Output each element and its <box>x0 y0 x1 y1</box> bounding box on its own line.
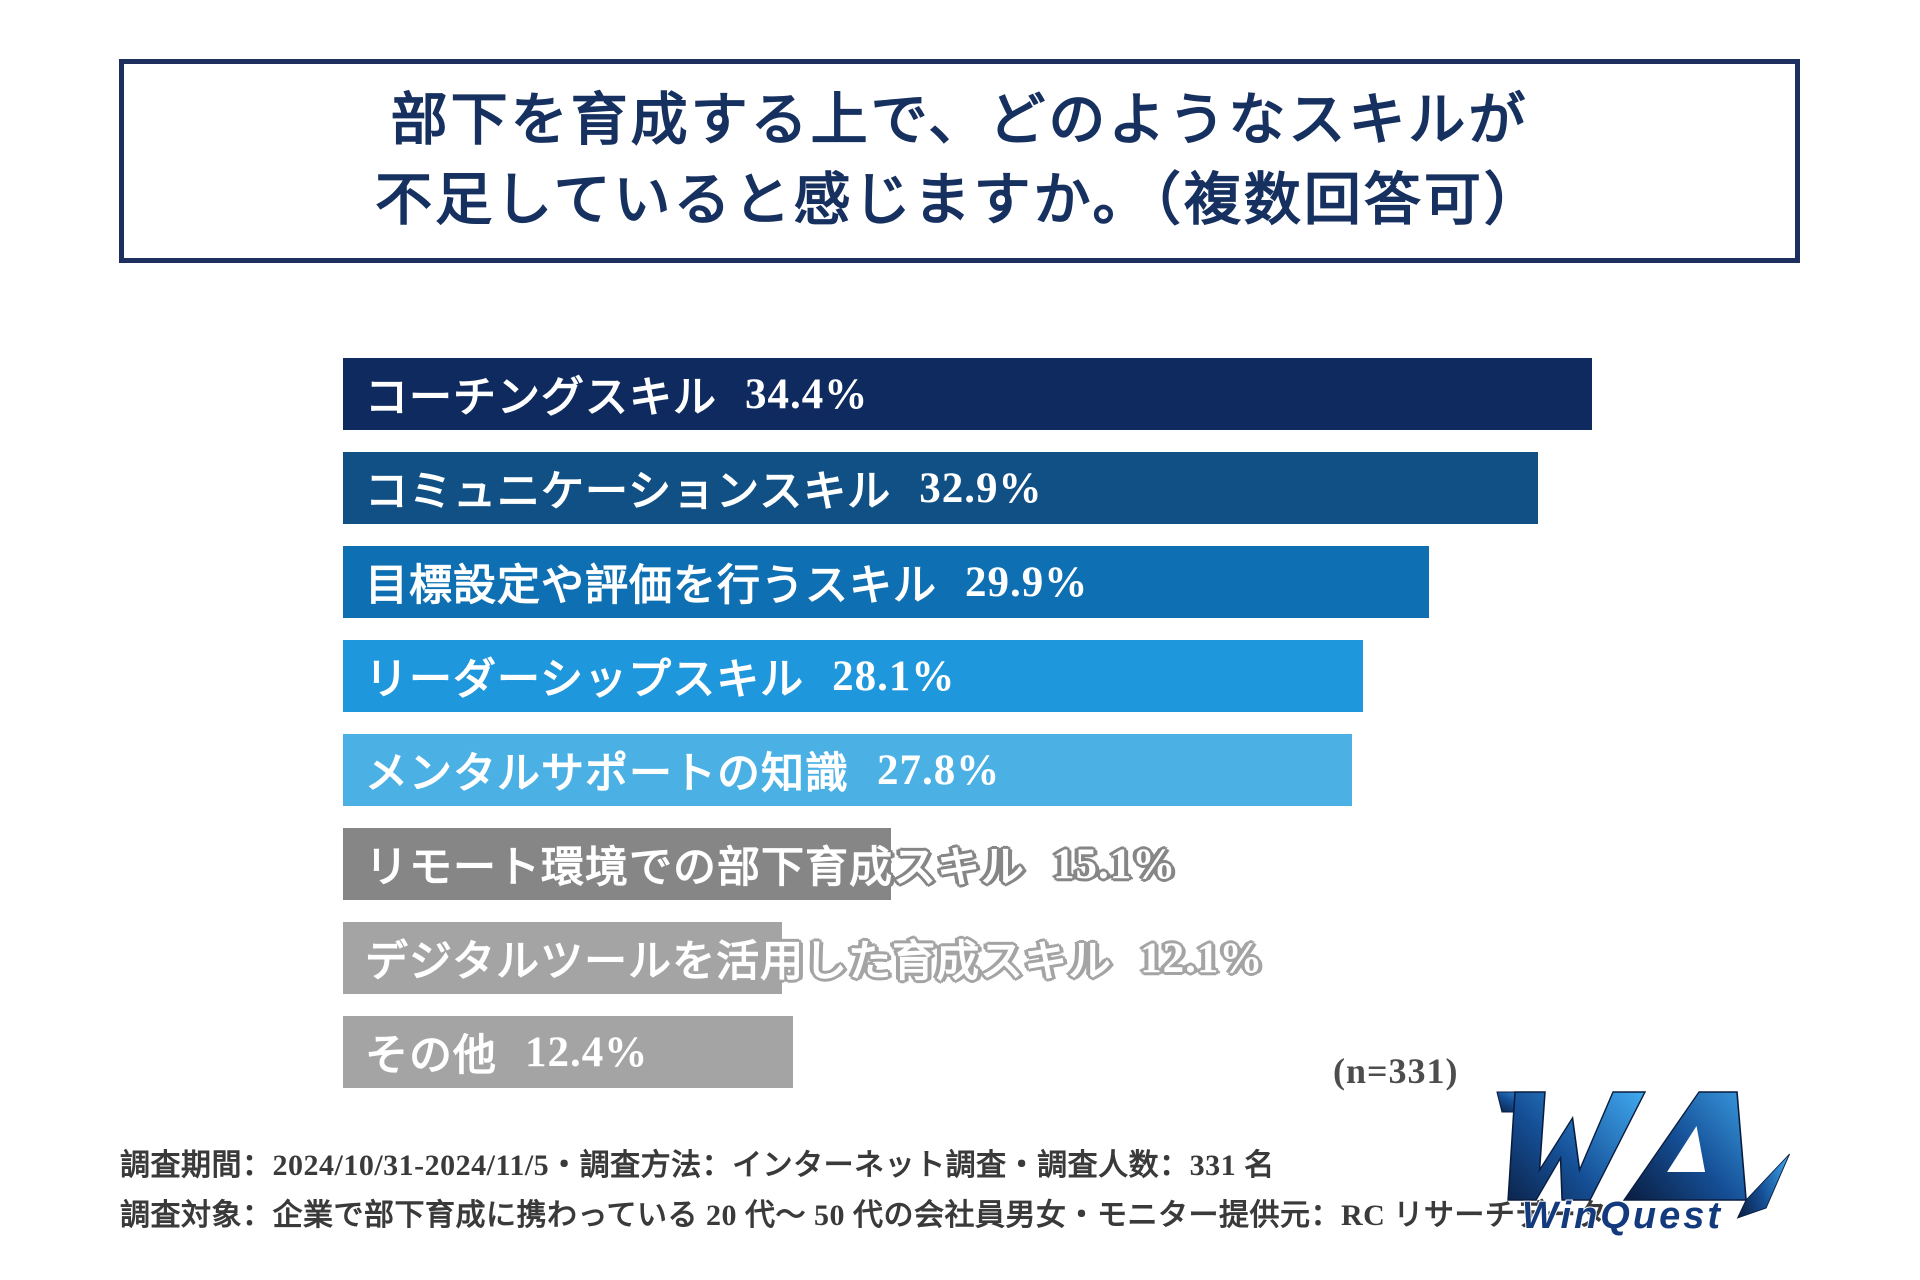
bar-fill <box>343 358 1592 430</box>
bar-category: 目標設定や評価を行うスキル <box>365 563 937 610</box>
bar-fill <box>343 640 1363 712</box>
bar-category: コミュニケーションスキル <box>365 469 892 516</box>
title-box: 部下を育成する上で、どのようなスキルが 不足していると感じますか。（複数回答可） <box>119 59 1800 263</box>
bar-category: その他 <box>365 1033 497 1080</box>
bar-fill <box>343 734 1352 806</box>
bar-label: 目標設定や評価を行うスキル 29.9% <box>365 546 1088 618</box>
bar-value: 12.1% <box>1140 934 1264 982</box>
bar-row: コーチングスキル 34.4% <box>343 358 1623 430</box>
bar-category: リモート環境での部下育成スキル <box>365 845 1025 892</box>
bar-row: デジタルツールを活用した育成スキル 12.1% <box>343 922 1623 994</box>
bar-label: コーチングスキル 34.4% <box>365 358 868 430</box>
winquest-w-mark <box>1496 1091 1791 1219</box>
bar-fill <box>343 452 1538 524</box>
survey-period-note: 調査期間：2024/10/31-2024/11/5・調査方法：インターネット調査… <box>120 1149 1275 1182</box>
bar-category: メンタルサポートの知識 <box>365 751 849 798</box>
bar-row: リーダーシップスキル 28.1% <box>343 640 1623 712</box>
bar-category: リーダーシップスキル <box>365 657 805 704</box>
bar-fill <box>343 922 782 994</box>
bar-value: 32.9% <box>919 464 1043 512</box>
title-line-2: 不足していると感じますか。（複数回答可） <box>375 169 1544 232</box>
bar-row: リモート環境での部下育成スキル 15.1% <box>343 828 1623 900</box>
bar-label: リーダーシップスキル 28.1% <box>365 640 955 712</box>
bar-value: 34.4% <box>745 370 869 418</box>
bar-label: コミュニケーションスキル 32.9% <box>365 452 1043 524</box>
bar-value: 15.1% <box>1053 840 1177 888</box>
bar-category: コーチングスキル <box>365 375 717 422</box>
bar-row: コミュニケーションスキル 32.9% <box>343 452 1623 524</box>
bar-label: その他 12.4% <box>365 1016 648 1088</box>
bar-row: その他 12.4% <box>343 1016 1623 1088</box>
bar-row: 目標設定や評価を行うスキル 29.9% <box>343 546 1623 618</box>
bar-fill <box>343 828 891 900</box>
bar-chart: コーチングスキル 34.4% コミュニケーションスキル 32.9% 目標設定や評価を行う… <box>343 358 1623 1088</box>
bar-label: メンタルサポートの知識 27.8% <box>365 734 1000 806</box>
title-line-1: 部下を育成する上で、どのようなスキルが <box>390 89 1529 153</box>
bar-fill <box>343 546 1429 618</box>
survey-target-note: 調査対象：企業で部下育成に携わっている 20 代〜 50 代の会社員男女・モニタ… <box>120 1199 1607 1232</box>
bar-label: デジタルツールを活用した育成スキル 12.1% <box>365 922 1263 994</box>
bar-value: 28.1% <box>832 652 956 700</box>
bar-fill <box>343 1016 793 1088</box>
bar-category: デジタルツールを活用した育成スキル <box>365 939 1113 986</box>
bar-value: 29.9% <box>965 558 1089 606</box>
sample-size-note: (n=331) <box>1333 1051 1459 1091</box>
bar-value: 12.4% <box>525 1028 649 1076</box>
winquest-logo-text: WinQuest <box>1522 1195 1723 1237</box>
winquest-logo: WinQuest <box>1496 1091 1791 1238</box>
bar-value: 27.8% <box>877 746 1001 794</box>
bar-row: メンタルサポートの知識 27.8% <box>343 734 1623 806</box>
bar-label: リモート環境での部下育成スキル 15.1% <box>365 828 1176 900</box>
